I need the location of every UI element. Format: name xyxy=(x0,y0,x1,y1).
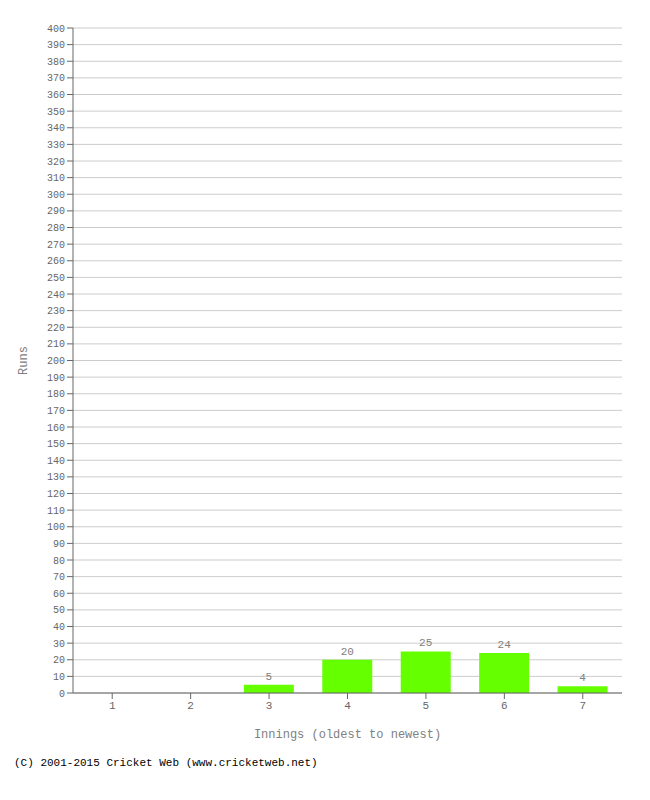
svg-text:290: 290 xyxy=(47,206,65,217)
svg-text:100: 100 xyxy=(47,522,65,533)
svg-text:200: 200 xyxy=(47,356,65,367)
svg-text:280: 280 xyxy=(47,223,65,234)
svg-text:30: 30 xyxy=(53,639,65,650)
svg-text:Runs: Runs xyxy=(17,346,31,375)
svg-text:70: 70 xyxy=(53,572,65,583)
svg-text:150: 150 xyxy=(47,439,65,450)
svg-text:0: 0 xyxy=(59,689,65,700)
svg-text:2: 2 xyxy=(187,700,194,712)
svg-text:230: 230 xyxy=(47,306,65,317)
svg-text:Innings (oldest to newest): Innings (oldest to newest) xyxy=(254,728,441,742)
svg-text:400: 400 xyxy=(47,24,65,35)
svg-text:1: 1 xyxy=(109,700,116,712)
svg-text:3: 3 xyxy=(266,700,273,712)
svg-text:190: 190 xyxy=(47,373,65,384)
svg-text:25: 25 xyxy=(419,637,432,649)
svg-text:4: 4 xyxy=(579,672,586,684)
svg-text:330: 330 xyxy=(47,140,65,151)
svg-text:260: 260 xyxy=(47,256,65,267)
svg-text:130: 130 xyxy=(47,472,65,483)
svg-text:120: 120 xyxy=(47,489,65,500)
svg-text:80: 80 xyxy=(53,556,65,567)
svg-text:60: 60 xyxy=(53,589,65,600)
svg-text:300: 300 xyxy=(47,190,65,201)
svg-text:170: 170 xyxy=(47,406,65,417)
svg-text:350: 350 xyxy=(47,107,65,118)
svg-text:7: 7 xyxy=(579,700,586,712)
svg-text:4: 4 xyxy=(344,700,351,712)
svg-text:360: 360 xyxy=(47,90,65,101)
svg-text:20: 20 xyxy=(53,655,65,666)
svg-text:5: 5 xyxy=(266,671,273,683)
svg-text:180: 180 xyxy=(47,389,65,400)
svg-text:20: 20 xyxy=(341,646,354,658)
svg-text:24: 24 xyxy=(498,639,512,651)
svg-text:210: 210 xyxy=(47,339,65,350)
svg-text:240: 240 xyxy=(47,290,65,301)
svg-text:220: 220 xyxy=(47,323,65,334)
svg-text:270: 270 xyxy=(47,240,65,251)
svg-text:90: 90 xyxy=(53,539,65,550)
svg-text:370: 370 xyxy=(47,73,65,84)
html-text:(C) 2001-2015 Cricket Web (www: (C) 2001-2015 Cricket Web (www.cricketwe… xyxy=(14,757,318,769)
svg-text:340: 340 xyxy=(47,123,65,134)
svg-text:6: 6 xyxy=(501,700,508,712)
svg-text:40: 40 xyxy=(53,622,65,633)
svg-text:390: 390 xyxy=(47,40,65,51)
svg-text:310: 310 xyxy=(47,173,65,184)
svg-text:250: 250 xyxy=(47,273,65,284)
svg-text:5: 5 xyxy=(423,700,430,712)
svg-text:10: 10 xyxy=(53,672,65,683)
svg-text:110: 110 xyxy=(47,506,65,517)
svg-text:320: 320 xyxy=(47,157,65,168)
svg-text:160: 160 xyxy=(47,423,65,434)
svg-text:380: 380 xyxy=(47,57,65,68)
svg-text:50: 50 xyxy=(53,605,65,616)
svg-text:140: 140 xyxy=(47,456,65,467)
